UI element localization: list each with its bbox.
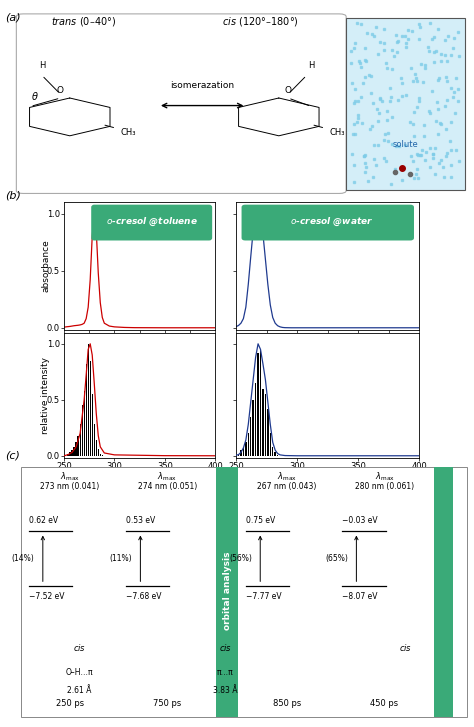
- Bar: [77, 435, 79, 456]
- Bar: [270, 433, 271, 456]
- Text: −7.77 eV: −7.77 eV: [246, 592, 282, 601]
- Bar: [96, 440, 97, 456]
- Text: −0.03 eV: −0.03 eV: [342, 516, 378, 525]
- Text: CH₃: CH₃: [121, 127, 137, 137]
- Bar: [264, 394, 266, 456]
- Text: 274 nm (0.051): 274 nm (0.051): [137, 482, 197, 491]
- Text: 250 ps: 250 ps: [56, 699, 84, 708]
- FancyBboxPatch shape: [242, 205, 414, 241]
- FancyBboxPatch shape: [16, 14, 346, 193]
- Text: $\it{cis}$ (120°–180°): $\it{cis}$ (120°–180°): [222, 15, 299, 28]
- Bar: [80, 425, 81, 456]
- Bar: [434, 467, 453, 717]
- X-axis label: wavelength (nm): wavelength (nm): [289, 474, 366, 483]
- Text: (11%): (11%): [109, 554, 132, 563]
- Text: relative intensity: relative intensity: [41, 357, 50, 434]
- Text: $\it{o}$-cresol @toluene: $\it{o}$-cresol @toluene: [106, 216, 198, 228]
- Bar: [257, 353, 259, 456]
- Bar: [247, 433, 249, 456]
- Bar: [267, 409, 269, 456]
- Text: −8.07 eV: −8.07 eV: [342, 592, 378, 601]
- Text: 0.75 eV: 0.75 eV: [246, 516, 275, 525]
- Bar: [91, 394, 93, 456]
- Text: (56%): (56%): [229, 554, 252, 563]
- Bar: [272, 447, 273, 456]
- Text: H: H: [308, 60, 315, 70]
- Text: solute: solute: [392, 140, 418, 149]
- Text: 450 ps: 450 ps: [370, 699, 399, 708]
- Bar: [90, 361, 91, 456]
- Bar: [94, 425, 95, 456]
- Bar: [250, 417, 252, 456]
- Bar: [73, 447, 75, 456]
- Bar: [100, 454, 101, 456]
- Bar: [82, 406, 83, 456]
- Text: $\it{o}$-cresol @water: $\it{o}$-cresol @water: [290, 216, 373, 228]
- Text: orbital analysis: orbital analysis: [222, 552, 231, 630]
- Text: 3.83 Å: 3.83 Å: [213, 686, 237, 695]
- Text: −7.68 eV: −7.68 eV: [127, 592, 162, 601]
- Bar: [72, 450, 73, 456]
- Text: 850 ps: 850 ps: [273, 699, 301, 708]
- Text: (65%): (65%): [325, 554, 348, 563]
- Text: (a): (a): [5, 13, 20, 23]
- Text: $\it{cis}$: $\it{cis}$: [219, 643, 232, 654]
- Text: O: O: [284, 86, 292, 95]
- Text: CH₃: CH₃: [330, 127, 346, 137]
- Text: 2.61 Å: 2.61 Å: [67, 686, 91, 695]
- Text: 0.53 eV: 0.53 eV: [127, 516, 155, 525]
- Bar: [69, 452, 71, 456]
- Text: $\it{cis}$: $\it{cis}$: [399, 643, 412, 654]
- Bar: [274, 452, 276, 456]
- Bar: [216, 467, 238, 717]
- Bar: [75, 442, 77, 456]
- Bar: [255, 383, 256, 456]
- Text: $\lambda_{\mathrm{max}}$: $\lambda_{\mathrm{max}}$: [374, 470, 394, 483]
- Bar: [243, 447, 244, 456]
- Bar: [253, 400, 254, 456]
- Text: isomerazation: isomerazation: [170, 81, 234, 90]
- Bar: [86, 364, 87, 456]
- Bar: [260, 350, 261, 456]
- Text: $\it{trans}$ (0–40°): $\it{trans}$ (0–40°): [51, 15, 116, 28]
- Bar: [277, 454, 278, 456]
- Text: 280 nm (0.061): 280 nm (0.061): [355, 482, 414, 491]
- Bar: [262, 389, 264, 456]
- Text: (c): (c): [5, 450, 19, 460]
- Bar: [102, 454, 103, 456]
- Text: 750 ps: 750 ps: [153, 699, 182, 708]
- Text: π…π: π…π: [217, 668, 234, 677]
- FancyBboxPatch shape: [346, 17, 465, 190]
- Text: $\it{cis}$: $\it{cis}$: [73, 643, 86, 654]
- Text: $\lambda_{\mathrm{max}}$: $\lambda_{\mathrm{max}}$: [157, 470, 177, 483]
- Bar: [88, 344, 89, 456]
- Text: 267 nm (0.043): 267 nm (0.043): [257, 482, 317, 491]
- Text: O: O: [57, 86, 64, 95]
- Text: $\theta$: $\theta$: [31, 90, 39, 102]
- Text: O–H…π: O–H…π: [65, 668, 93, 677]
- Text: simulated spectrum: simulated spectrum: [221, 343, 230, 445]
- Bar: [238, 454, 239, 456]
- Bar: [67, 454, 69, 456]
- Text: −7.52 eV: −7.52 eV: [29, 592, 64, 601]
- Text: $\lambda_{\mathrm{max}}$: $\lambda_{\mathrm{max}}$: [60, 470, 80, 483]
- Text: absorbance: absorbance: [41, 240, 50, 292]
- Bar: [98, 449, 99, 456]
- Bar: [83, 391, 85, 456]
- Text: (14%): (14%): [12, 554, 35, 563]
- Text: experiment spectrum: experiment spectrum: [221, 212, 230, 321]
- Bar: [240, 450, 242, 456]
- X-axis label: wavelength (nm): wavelength (nm): [101, 474, 178, 483]
- FancyBboxPatch shape: [21, 467, 467, 717]
- Text: (b): (b): [5, 190, 20, 201]
- Text: 0.62 eV: 0.62 eV: [29, 516, 58, 525]
- Text: H: H: [39, 60, 45, 70]
- FancyBboxPatch shape: [91, 205, 212, 241]
- Bar: [245, 442, 246, 456]
- Text: $\lambda_{\mathrm{max}}$: $\lambda_{\mathrm{max}}$: [277, 470, 297, 483]
- Text: 273 nm (0.041): 273 nm (0.041): [40, 482, 100, 491]
